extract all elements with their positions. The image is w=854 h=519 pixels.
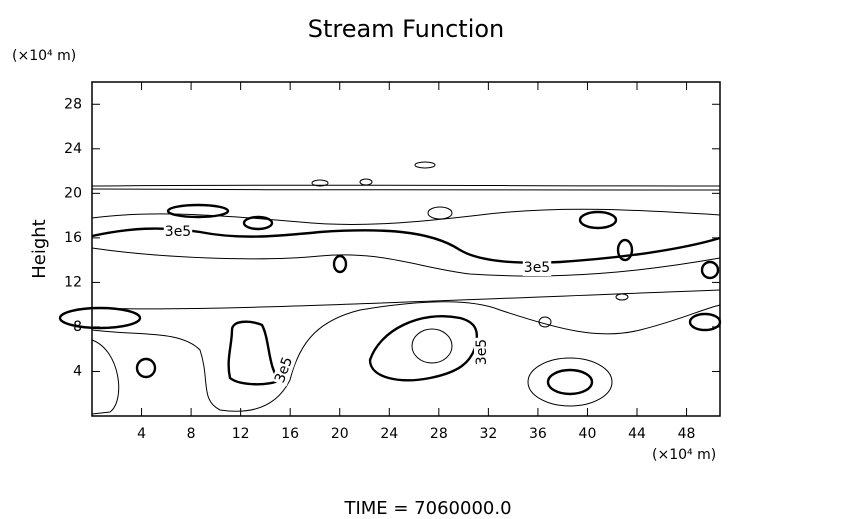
y-tick-label: 24 xyxy=(64,141,82,157)
contour-label-bg xyxy=(163,224,193,240)
x-tick-label: 44 xyxy=(628,426,646,442)
x-tick-label: 28 xyxy=(430,426,448,442)
y-tick-label: 4 xyxy=(73,363,82,379)
contour-label: 3e5 xyxy=(165,224,191,240)
x-tick-label: 8 xyxy=(187,426,196,442)
y-tick-label: 12 xyxy=(64,274,82,290)
x-tick-label: 20 xyxy=(331,426,349,442)
x-tick-label: 24 xyxy=(380,426,398,442)
x-tick-label: 36 xyxy=(529,426,547,442)
contour-label: 3e5 xyxy=(524,260,550,276)
y-tick-label: 16 xyxy=(64,230,82,246)
footer: TIME = 7060000.0 xyxy=(343,498,511,519)
x-tick-label: 32 xyxy=(479,426,497,442)
x-tick-label: 4 xyxy=(137,426,146,442)
x-tick-label: 12 xyxy=(232,426,250,442)
x-tick-label: 16 xyxy=(281,426,299,442)
contour-label-bg xyxy=(522,260,552,276)
y-tick-label: 28 xyxy=(64,96,82,112)
contour-label-bg xyxy=(474,337,490,367)
contour-label: 3e5 xyxy=(272,355,296,385)
x-tick-label: 48 xyxy=(678,426,696,442)
plot-frame xyxy=(91,81,721,417)
x-unit: (×10⁴ m) xyxy=(652,447,716,463)
y-axis-label: Height xyxy=(29,219,50,279)
y-unit: (×10⁴ m) xyxy=(12,48,76,64)
contours xyxy=(58,161,722,415)
y-tick-label: 20 xyxy=(64,185,82,201)
chart-title: Stream Function xyxy=(308,15,505,43)
contour-label: 3e5 xyxy=(474,339,490,365)
x-tick-label: 40 xyxy=(579,426,597,442)
contour-label-bg xyxy=(271,353,297,387)
y-tick-label: 8 xyxy=(73,319,82,335)
